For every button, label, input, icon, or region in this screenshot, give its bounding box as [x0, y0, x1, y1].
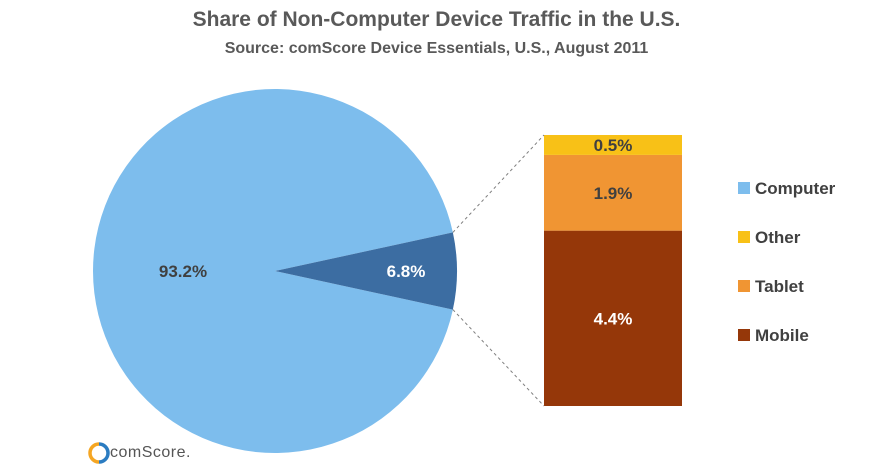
pie-slice-computer [92, 89, 453, 453]
bar-segment-other [544, 135, 682, 155]
bar-segment-tablet [544, 154, 682, 231]
bar-label-tablet: 1.9% [594, 184, 633, 203]
chart-subtitle: Source: comScore Device Essentials, U.S.… [224, 40, 649, 57]
pie-slice-non-computer [275, 232, 457, 310]
bar-label-other: 0.5% [594, 136, 633, 155]
pie-label-computer: 93.2% [159, 262, 207, 281]
pie-label-non-computer: 6.8% [387, 262, 426, 281]
legend-label-tablet: Tablet [755, 277, 804, 296]
comscore-logo-icon [88, 442, 110, 464]
comscore-logo-text: comScore. [110, 444, 191, 461]
legend-swatch-tablet [738, 280, 750, 292]
legend-swatch-other [738, 231, 750, 243]
comscore-logo: comScore. [88, 440, 191, 466]
connector-line-bottom [452, 309, 545, 407]
bar-label-mobile: 4.4% [594, 309, 633, 328]
bar-segment-mobile [544, 230, 682, 406]
legend-label-computer: Computer [755, 179, 836, 198]
chart-title: Share of Non-Computer Device Traffic in … [192, 8, 681, 31]
legend-label-other: Other [755, 228, 801, 247]
legend-label-mobile: Mobile [755, 326, 809, 345]
legend-swatch-mobile [738, 329, 750, 341]
connector-line-top [452, 134, 545, 233]
legend-swatch-computer [738, 182, 750, 194]
